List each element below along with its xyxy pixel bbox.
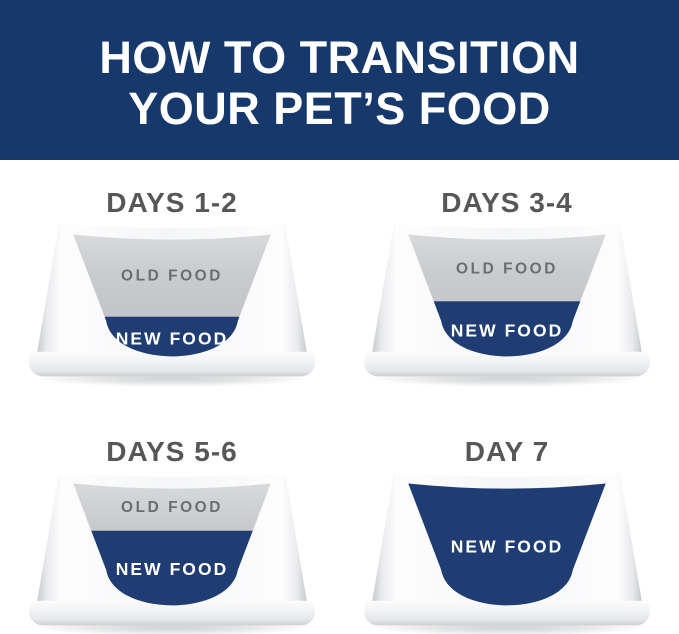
steps-row-2: DAYS 5-6 OLD FOOD NEW FOOD DAY 7 NEW FOOD: [22, 435, 657, 634]
food-bowl-illustration: OLD FOOD NEW FOOD: [364, 224, 650, 387]
transition-step: DAY 7 NEW FOOD: [357, 435, 657, 634]
new-food-label: NEW FOOD: [116, 329, 229, 349]
transition-step: DAYS 5-6 OLD FOOD NEW FOOD: [22, 435, 322, 634]
day-label: DAYS 5-6: [106, 436, 238, 467]
day-label: DAY 7: [464, 436, 550, 467]
old-food-label: OLD FOOD: [121, 499, 223, 516]
old-food-label: OLD FOOD: [456, 261, 558, 278]
transition-step: DAYS 3-4 OLD FOOD NEW FOOD: [357, 186, 657, 395]
food-bowl-illustration: NEW FOOD: [364, 473, 650, 634]
steps-row-1: DAYS 1-2 OLD FOOD NEW FOOD DAYS 3-4 OLD FOOD…: [22, 186, 657, 395]
new-food-region: [408, 483, 606, 606]
day-label: DAYS 1-2: [106, 187, 238, 218]
new-food-label: NEW FOOD: [116, 559, 229, 579]
transition-step: DAYS 1-2 OLD FOOD NEW FOOD: [22, 186, 322, 395]
bowl-base: [29, 347, 315, 377]
bowl-base: [364, 596, 650, 626]
title-line-1: HOW TO TRANSITION: [99, 31, 580, 83]
food-bowl-illustration: OLD FOOD NEW FOOD: [29, 473, 315, 634]
title-banner: HOW TO TRANSITION YOUR PET’S FOOD: [0, 0, 679, 160]
bowl-base: [364, 347, 650, 377]
title-line-2: YOUR PET’S FOOD: [128, 83, 551, 134]
transition-steps-grid: DAYS 1-2 OLD FOOD NEW FOOD DAYS 3-4 OLD FOOD…: [0, 186, 679, 634]
bowl-base: [29, 596, 315, 626]
new-food-label: NEW FOOD: [451, 320, 564, 340]
new-food-label: NEW FOOD: [451, 536, 564, 556]
day-label: DAYS 3-4: [441, 187, 573, 218]
food-bowl-illustration: OLD FOOD NEW FOOD: [29, 224, 315, 387]
old-food-label: OLD FOOD: [121, 268, 223, 285]
